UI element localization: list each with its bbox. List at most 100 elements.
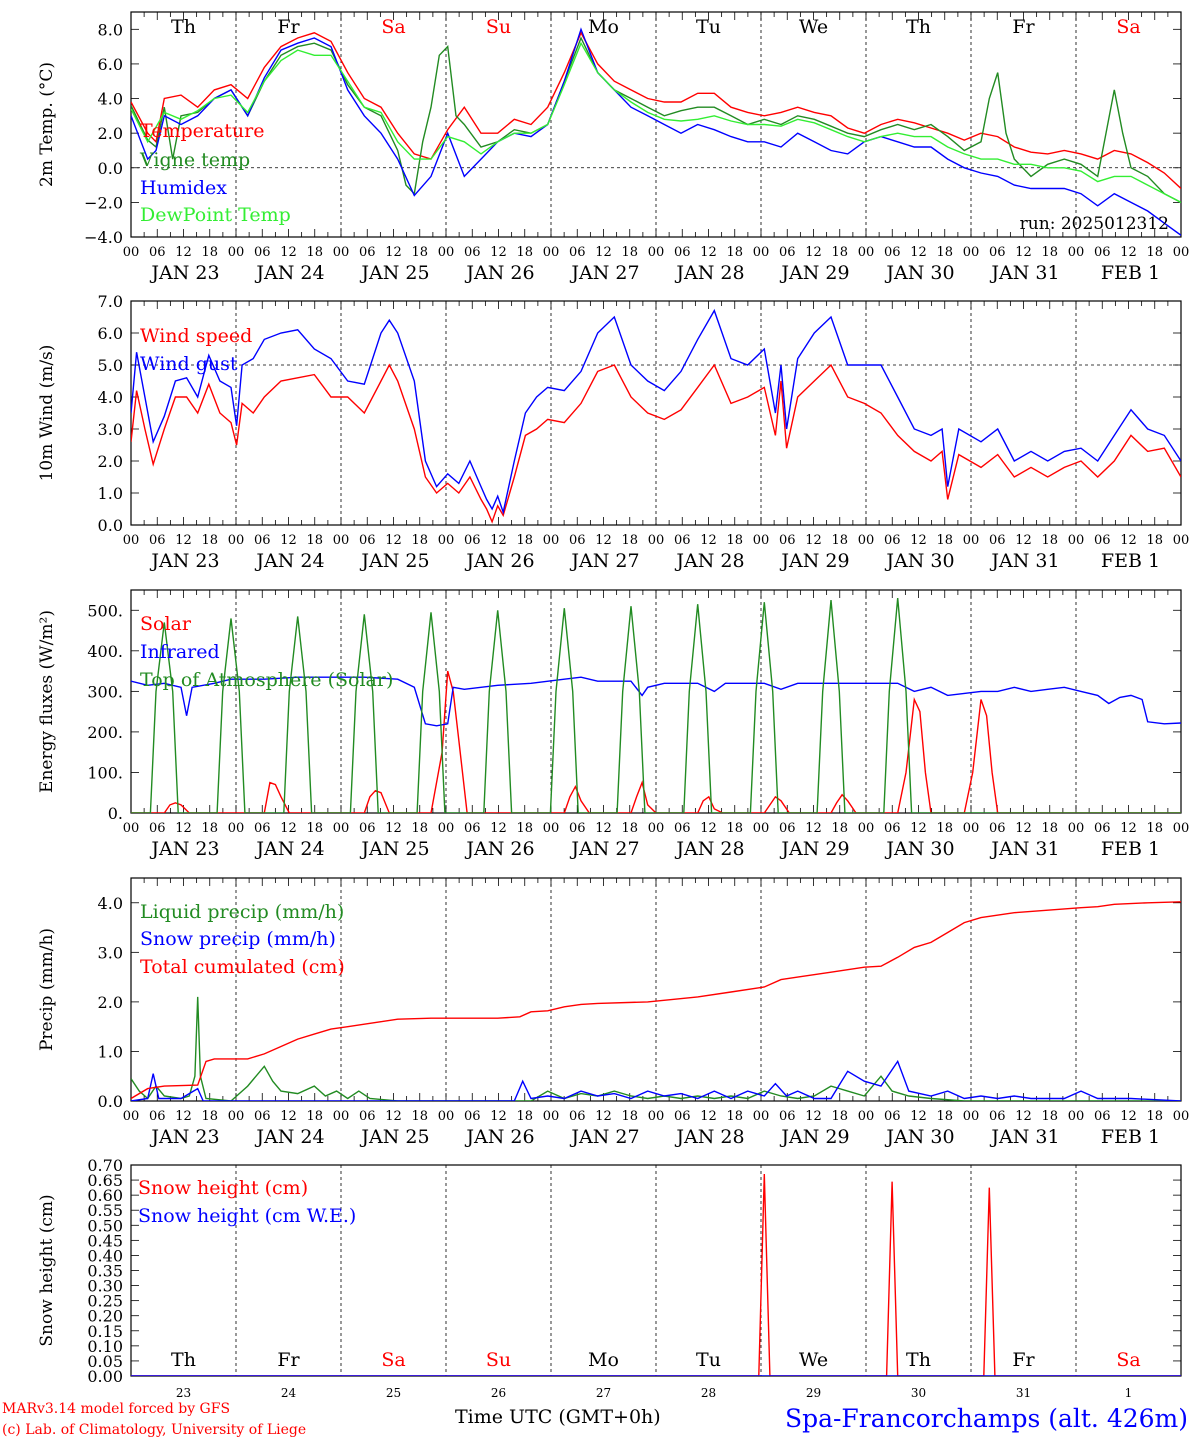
day-number: 23 <box>176 1386 191 1400</box>
hour-label: 06 <box>149 1109 166 1124</box>
legend-entry: Snow precip (mm/h) <box>140 928 336 950</box>
weekday-label: Fr <box>277 1349 300 1371</box>
time-axis-title: Time UTC (GMT+0h) <box>455 1406 661 1428</box>
hour-label: 00 <box>1173 1109 1190 1124</box>
hour-label: 06 <box>254 1109 271 1124</box>
series-line-temperature <box>131 31 1181 190</box>
day-number: 1 <box>1125 1386 1133 1400</box>
hour-label: 18 <box>516 1109 533 1124</box>
date-label: JAN 23 <box>149 262 219 284</box>
hour-label: 00 <box>543 533 560 548</box>
station-title: Spa-Francorchamps (alt. 426m) <box>785 1404 1188 1433</box>
weekday-label: Tu <box>696 16 721 38</box>
hour-label: 18 <box>1146 1109 1163 1124</box>
hour-label: 06 <box>359 533 376 548</box>
hour-label: 06 <box>569 245 586 260</box>
date-label: JAN 31 <box>989 550 1059 572</box>
hour-label: 12 <box>175 821 192 836</box>
weekday-label: Th <box>906 16 931 38</box>
hour-label: 18 <box>831 821 848 836</box>
date-label: JAN 23 <box>149 1126 219 1148</box>
date-label: JAN 25 <box>359 262 429 284</box>
y-tick-label: 0.65 <box>87 1171 123 1190</box>
y-axis-title: 10m Wind (m/s) <box>37 345 57 482</box>
legend-entry: Snow height (cm W.E.) <box>138 1205 356 1227</box>
hour-label: 18 <box>621 821 638 836</box>
legend-entry: Humidex <box>140 177 227 199</box>
y-tick-label: −4.0 <box>84 228 123 247</box>
hour-label: 00 <box>228 245 245 260</box>
hour-label: 12 <box>280 245 297 260</box>
day-number: 30 <box>911 1386 926 1400</box>
y-tick-label: 3.0 <box>98 943 123 962</box>
hour-label: 00 <box>1173 245 1190 260</box>
date-label: JAN 26 <box>464 1126 534 1148</box>
hour-label: 06 <box>989 821 1006 836</box>
hour-label: 06 <box>779 1109 796 1124</box>
hour-label: 18 <box>306 245 323 260</box>
panel-2: 0.0 1.0 2.0 3.0 4.0 5.0 6.0 7.0 10m Wind (m/s) 00… <box>37 292 1189 572</box>
y-tick-label: 6.0 <box>98 55 123 74</box>
hour-label: 18 <box>831 245 848 260</box>
series-line-total-cumulated-cm- <box>131 901 1181 1100</box>
hour-label: 00 <box>333 1109 350 1124</box>
hour-label: 06 <box>254 533 271 548</box>
hour-label: 12 <box>1120 1109 1137 1124</box>
date-label: JAN 28 <box>674 550 744 572</box>
hour-label: 18 <box>621 1109 638 1124</box>
hour-label: 12 <box>1015 533 1032 548</box>
hour-label: 00 <box>333 245 350 260</box>
date-label: JAN 30 <box>884 262 954 284</box>
weekday-label: Mo <box>588 1349 619 1371</box>
hour-label: 12 <box>385 821 402 836</box>
hour-label: 06 <box>149 245 166 260</box>
credit-line-2: (c) Lab. of Climatology, University of L… <box>2 1422 306 1438</box>
hour-label: 06 <box>779 533 796 548</box>
hour-label: 00 <box>333 533 350 548</box>
series-line-dewpoint-temp <box>131 41 1181 204</box>
hour-label: 18 <box>306 1109 323 1124</box>
hour-label: 00 <box>648 533 665 548</box>
hour-label: 12 <box>385 533 402 548</box>
hour-label: 06 <box>674 821 691 836</box>
hour-label: 00 <box>228 821 245 836</box>
hour-label: 18 <box>201 1109 218 1124</box>
y-tick-label: 5.0 <box>98 356 123 375</box>
y-tick-label: 0.10 <box>87 1337 123 1356</box>
hour-label: 00 <box>438 1109 455 1124</box>
date-label: JAN 31 <box>989 262 1059 284</box>
y-tick-label: 0.40 <box>87 1246 123 1265</box>
legend-entry: Temperature <box>140 120 264 142</box>
date-label: JAN 29 <box>779 550 849 572</box>
y-tick-label: 0.70 <box>87 1156 123 1175</box>
hour-label: 00 <box>963 245 980 260</box>
y-tick-label: 200. <box>87 723 123 742</box>
hour-label: 12 <box>910 245 927 260</box>
hour-label: 12 <box>490 1109 507 1124</box>
hour-label: 00 <box>753 533 770 548</box>
y-tick-label: 0.20 <box>87 1307 123 1326</box>
date-label: JAN 24 <box>254 262 324 284</box>
hour-label: 18 <box>621 245 638 260</box>
hour-label: 00 <box>123 245 140 260</box>
panel-4: 0.0 1.0 2.0 3.0 4.0 Precip (mm/h) 00 06 12 18 00 06… <box>37 877 1190 1148</box>
hour-label: 18 <box>936 821 953 836</box>
date-label: JAN 25 <box>359 838 429 860</box>
hour-label: 00 <box>438 821 455 836</box>
panel-5: 0.000.050.100.150.200.250.300.350.400.45… <box>37 1156 1182 1400</box>
hour-label: 06 <box>359 245 376 260</box>
series-line-wind-speed <box>131 363 1181 524</box>
date-label: JAN 27 <box>569 1126 639 1148</box>
weekday-label: Th <box>171 1349 196 1371</box>
date-label: JAN 25 <box>359 550 429 572</box>
y-tick-label: 0.30 <box>87 1277 123 1296</box>
hour-label: 00 <box>1068 533 1085 548</box>
hour-label: 12 <box>1120 821 1137 836</box>
hour-label: 18 <box>936 1109 953 1124</box>
hour-label: 18 <box>516 245 533 260</box>
weekday-label: Th <box>171 16 196 38</box>
hour-label: 06 <box>569 1109 586 1124</box>
date-label: JAN 29 <box>779 838 849 860</box>
hour-label: 18 <box>1041 821 1058 836</box>
hour-label: 18 <box>1041 245 1058 260</box>
